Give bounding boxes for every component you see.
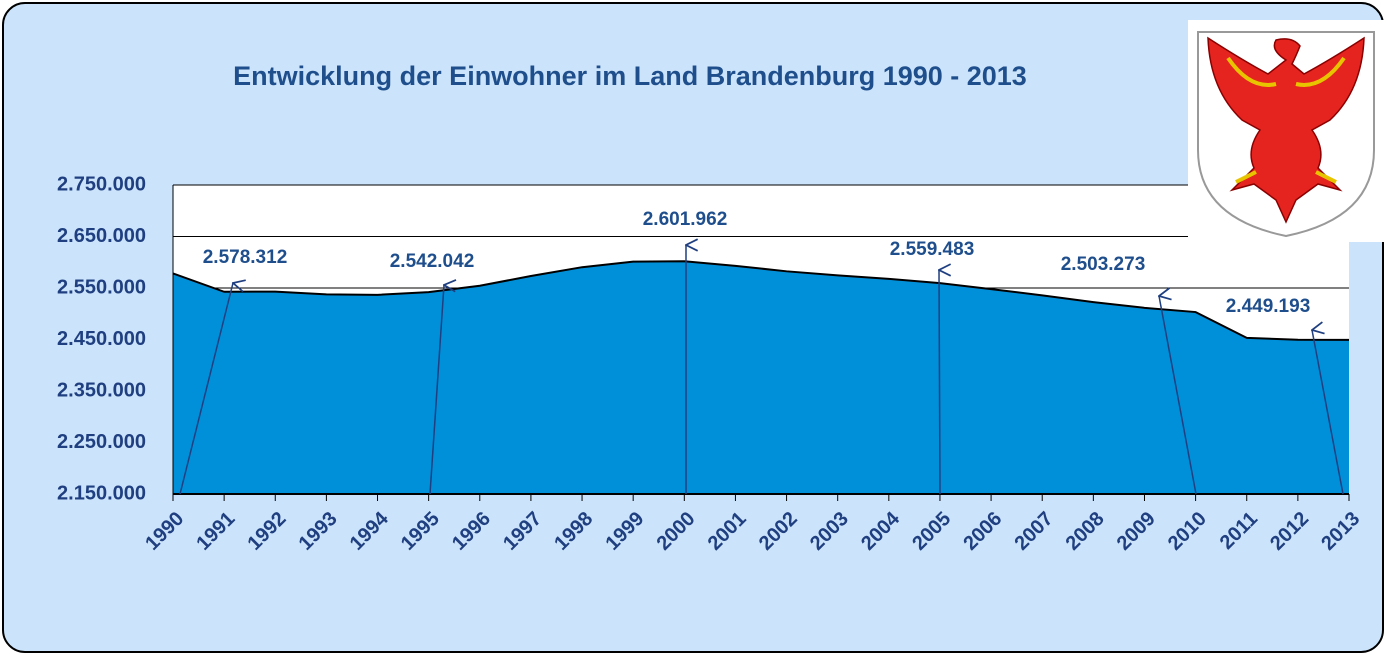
y-tick-label: 2.750.000 <box>57 173 146 195</box>
annotation-arrow <box>1159 296 1197 495</box>
y-tick-label: 2.650.000 <box>57 225 146 247</box>
annotation-arrow <box>1312 330 1344 495</box>
y-tick-label: 2.450.000 <box>57 328 146 350</box>
data-label: 2.449.193 <box>1226 296 1311 317</box>
area <box>173 261 1349 494</box>
data-label: 2.542.042 <box>390 251 475 272</box>
data-label: 2.601.962 <box>643 209 728 230</box>
data-label: 2.503.273 <box>1061 254 1146 275</box>
y-tick-label: 2.350.000 <box>57 379 146 401</box>
annotation-arrow <box>429 285 444 495</box>
data-label: 2.578.312 <box>203 247 288 268</box>
data-label: 2.559.483 <box>890 239 975 260</box>
annotation-arrow <box>939 270 940 495</box>
y-tick-label: 2.550.000 <box>57 276 146 298</box>
area-line <box>172 260 1350 341</box>
plot: 2.150.000 2.250.000 2.350.000 2.450.000 2.55… <box>57 173 1364 554</box>
y-tick-label: 2.150.000 <box>57 482 146 504</box>
eagle-details <box>1226 56 1346 184</box>
coat-of-arms <box>1188 20 1384 242</box>
chart-title: Entwicklung der Einwohner im Land Brande… <box>233 61 1027 91</box>
y-tick-label: 2.250.000 <box>57 431 146 453</box>
annotation-arrow <box>179 283 233 495</box>
